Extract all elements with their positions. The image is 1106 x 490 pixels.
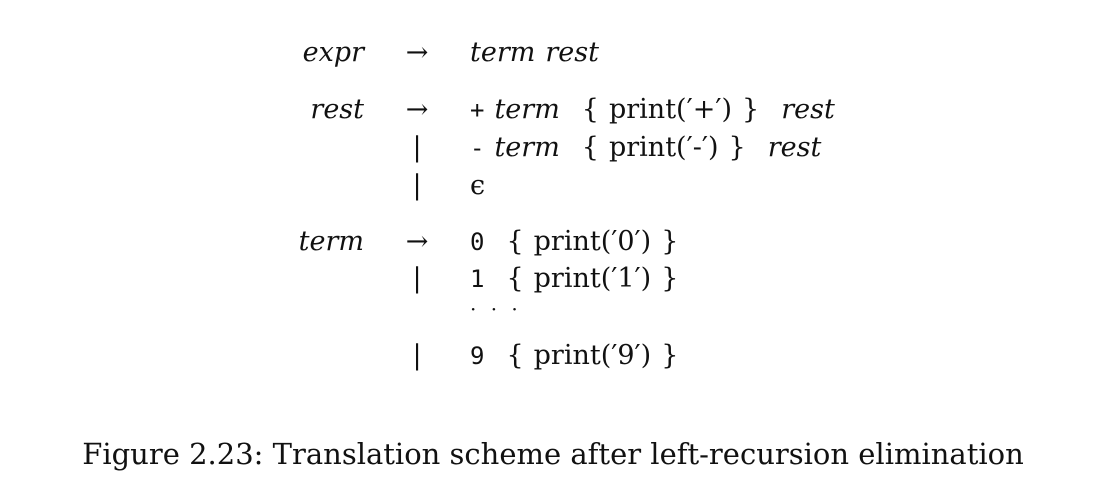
terminal-plus: + [470,96,485,124]
arrow-symbol: → [405,226,429,257]
nonterminal-rest: rest [545,37,599,68]
alternative-bar: | [412,263,422,294]
brace-open: { [506,340,524,371]
nonterminal-rest: rest [781,94,835,125]
nonterminal-term: term [298,226,364,257]
brace-open: { [581,132,599,163]
semantic-action: print(′0′) [533,226,652,257]
arrow-symbol: → [405,37,429,68]
semantic-action: print(′1′) [533,263,652,294]
arrow-symbol: → [405,94,429,125]
semantic-action: print(′+′) [608,94,733,125]
production-term-1: | 1 { print(′1′)} [0,261,1106,297]
production-expr: expr → term rest [0,35,1106,71]
production-rest-plus: rest → + term { print(′+′)} rest [0,92,1106,128]
semantic-action: print(′-′) [608,132,719,163]
brace-open: { [506,263,524,294]
production-body: 1 { print(′1′)} [470,261,678,297]
production-body: term rest [470,35,599,71]
nonterminal-expr: expr [302,37,364,68]
alternative-bar: | [412,132,422,163]
epsilon-symbol: ϵ [470,170,486,201]
nonterminal-term: term [470,37,536,68]
production-body: 0 { print(′0′)} [470,224,678,260]
terminal-digit: 9 [470,342,485,370]
production-term-9: | 9 { print(′9′)} [0,338,1106,374]
semantic-action: print(′9′) [533,340,652,371]
brace-close: } [661,226,679,257]
brace-open: { [506,226,524,257]
terminal-digit: 1 [470,265,485,293]
figure-caption: Figure 2.23: Translation scheme after le… [82,437,1024,471]
ellipsis: · · · [470,297,522,321]
production-body: + term { print(′+′)} rest [470,92,835,128]
brace-open: { [581,94,599,125]
terminal-digit: 0 [470,228,485,256]
nonterminal-term: term [494,94,560,125]
brace-close: } [742,94,760,125]
nonterminal-rest: rest [767,132,822,163]
production-term-0: term → 0 { print(′0′)} [0,224,1106,260]
production-rest-minus: | - term { print(′-′)} rest [0,130,1106,166]
brace-close: } [728,132,746,163]
production-body: - term { print(′-′)} rest [470,130,821,166]
production-rest-epsilon: | ϵ [0,168,1106,204]
nonterminal-rest: rest [310,94,364,125]
alternative-bar: | [412,340,422,371]
terminal-minus: - [470,134,485,162]
production-ellipsis: · · · [0,294,1106,330]
production-body: 9 { print(′9′)} [470,338,678,374]
alternative-bar: | [412,170,422,201]
brace-close: } [661,263,679,294]
nonterminal-term: term [494,132,560,163]
brace-close: } [661,340,679,371]
